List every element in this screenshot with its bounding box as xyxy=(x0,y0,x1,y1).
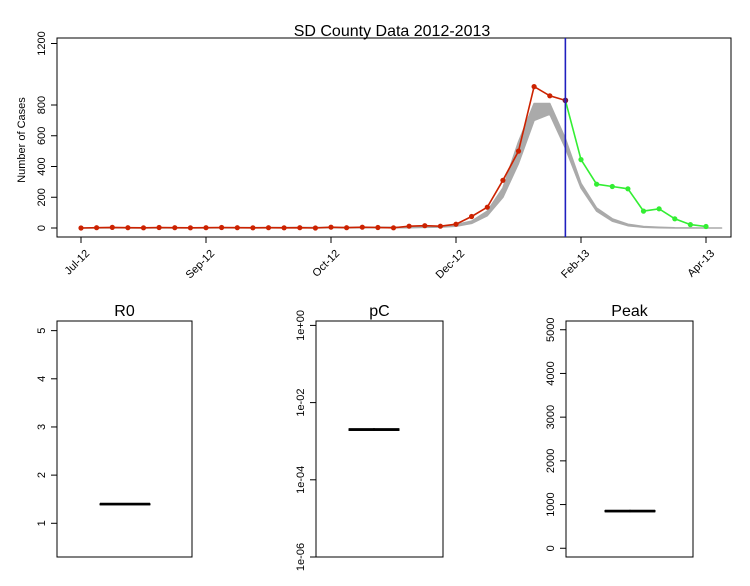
series-point-0-15 xyxy=(312,225,318,231)
x-tick-label-0: Jul-12 xyxy=(63,248,93,278)
series-point-0-17 xyxy=(344,225,350,231)
peak-y-tick-label-4: 4000 xyxy=(545,361,557,385)
series-point-0-12 xyxy=(265,225,272,231)
series-point-1-2 xyxy=(594,181,600,187)
series-point-0-13 xyxy=(281,225,287,231)
y-axis-label: Number of Cases xyxy=(16,97,28,183)
series-point-0-10 xyxy=(234,225,240,231)
x-tick-label-5: Apr-13 xyxy=(685,248,717,280)
series-line-0 xyxy=(80,85,566,229)
series-point-1-1 xyxy=(578,157,584,163)
peak-panel-frame xyxy=(565,320,694,558)
pc-title: pC xyxy=(369,303,389,320)
peak-y-tick-label-0: 0 xyxy=(545,545,557,551)
series-point-1-9 xyxy=(703,223,709,230)
simulation-band xyxy=(80,102,723,229)
series-point-0-2 xyxy=(109,224,115,230)
series-point-0-23 xyxy=(437,223,443,229)
x-tick-label-1: Sep-12 xyxy=(184,248,218,282)
series-point-0-26 xyxy=(484,204,490,210)
series-point-1-4 xyxy=(625,186,631,192)
pc-y-tick-label-2: 1e-04 xyxy=(295,466,307,494)
series-line-1 xyxy=(564,100,707,228)
series-point-0-24 xyxy=(453,221,459,227)
series-point-0-20 xyxy=(390,225,397,231)
series-point-0-16 xyxy=(328,224,334,230)
series-point-0-9 xyxy=(219,224,225,231)
y-tick-label-2: 400 xyxy=(36,157,48,175)
series-point-0-14 xyxy=(297,225,303,231)
series-point-0-8 xyxy=(203,225,209,231)
peak-y-tick-label-3: 3000 xyxy=(545,405,557,429)
y-tick-label-4: 800 xyxy=(36,96,48,114)
series-point-0-6 xyxy=(172,225,178,231)
y-tick-label-5: 1200 xyxy=(36,31,48,55)
peak-y-tick-label-5: 5000 xyxy=(545,317,557,341)
y-tick-label-3: 600 xyxy=(36,127,48,145)
series-point-0-30 xyxy=(547,93,553,99)
series-point-0-5 xyxy=(156,224,162,231)
series-point-0-25 xyxy=(469,213,475,220)
series-point-0-1 xyxy=(94,225,100,231)
r0-panel-frame xyxy=(56,320,193,558)
r0-title: R0 xyxy=(114,303,135,320)
peak-y-tick-label-2: 2000 xyxy=(545,449,557,473)
x-tick-label-4: Feb-13 xyxy=(559,248,592,281)
series-point-0-11 xyxy=(250,225,256,231)
r0-y-tick-label-3: 4 xyxy=(36,376,48,382)
series-point-0-18 xyxy=(359,224,365,230)
peak-y-tick-label-1: 1000 xyxy=(545,492,557,516)
series-point-1-3 xyxy=(609,183,615,190)
series-point-1-5 xyxy=(640,208,647,214)
r0-y-tick-label-4: 5 xyxy=(36,328,48,334)
y-tick-label-1: 200 xyxy=(36,188,48,206)
series-point-0-4 xyxy=(140,225,147,231)
r0-y-tick-label-2: 3 xyxy=(36,424,48,430)
series-point-0-22 xyxy=(422,223,428,229)
series-point-0-3 xyxy=(125,225,131,231)
series-point-0-19 xyxy=(375,224,381,231)
series-point-0-0 xyxy=(78,225,84,231)
series-point-0-29 xyxy=(531,84,537,90)
pc-y-tick-label-1: 1e-02 xyxy=(295,389,307,417)
y-tick-label-0: 0 xyxy=(36,225,48,231)
x-tick-label-2: Oct-12 xyxy=(310,248,342,280)
r0-y-tick-label-0: 1 xyxy=(36,520,48,526)
pc-panel-frame xyxy=(315,320,444,558)
series-point-1-6 xyxy=(656,206,662,212)
peak-title: Peak xyxy=(611,303,648,320)
series-point-1-7 xyxy=(672,216,678,222)
chart-title: SD County Data 2012-2013 xyxy=(294,23,491,40)
plot-frame xyxy=(56,37,732,238)
pc-y-tick-label-0: 1e+00 xyxy=(295,310,307,341)
x-tick-label-3: Dec-12 xyxy=(434,248,468,282)
series-point-0-7 xyxy=(187,225,193,231)
series-point-0-27 xyxy=(500,177,506,183)
series-point-1-8 xyxy=(687,222,694,228)
series-point-0-28 xyxy=(515,148,522,154)
series-point-0-21 xyxy=(406,223,412,229)
pc-y-tick-label-3: 1e-06 xyxy=(295,543,307,571)
r0-y-tick-label-1: 2 xyxy=(36,472,48,478)
